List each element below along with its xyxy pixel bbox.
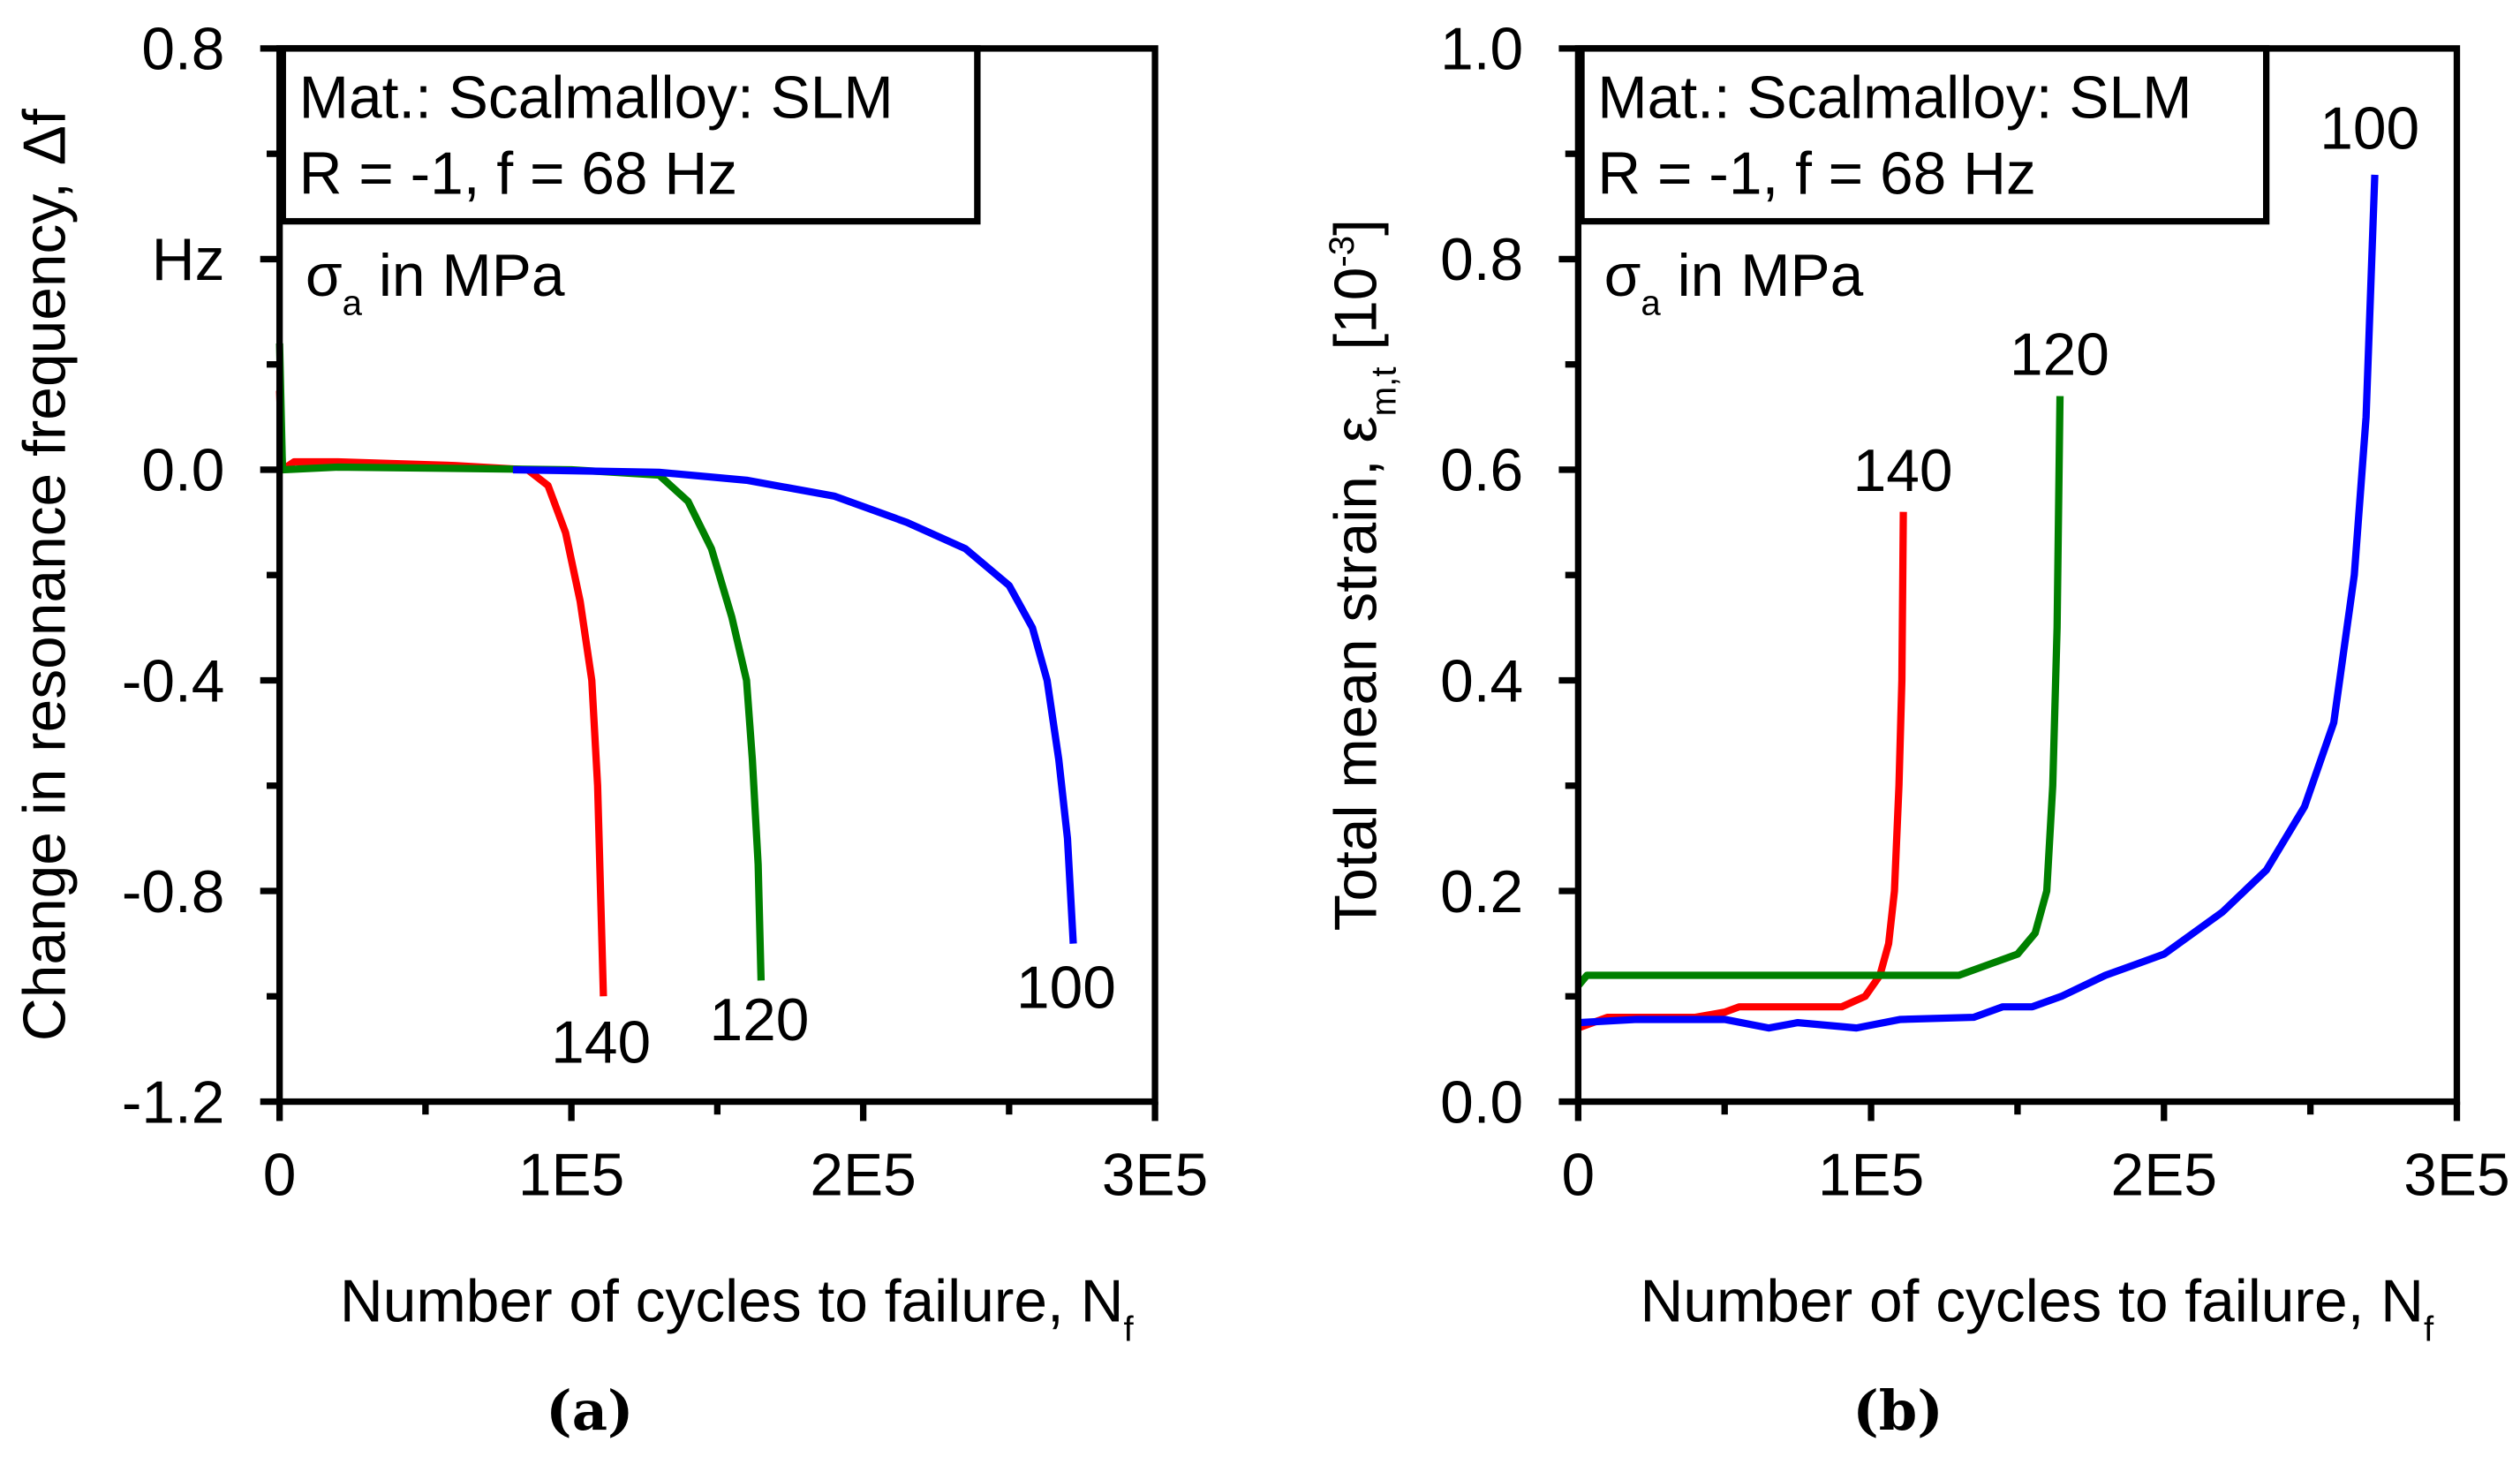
x-tick-label: 1E5 (1818, 1143, 1924, 1209)
y-tick-label: -0.8 (122, 859, 225, 925)
y-axis-label: Total mean strain, εm,t [10-3] (1322, 219, 1404, 931)
sigma-subscript: a (343, 283, 363, 323)
series-label-100: 100 (1016, 955, 1116, 1021)
sigma-subscript: a (1641, 283, 1661, 323)
y-tick-label: 0.6 (1440, 438, 1523, 504)
y-axis-label: Change in resonance frequency, Δf (11, 109, 78, 1041)
info-line: R = -1, f = 68 Hz (299, 141, 737, 208)
x-tick-label: 3E5 (2403, 1143, 2509, 1209)
series-line-140 (275, 390, 607, 997)
y-tick-label: 0.8 (141, 17, 224, 83)
series-label-120: 120 (709, 987, 809, 1053)
info-line: Mat.: Scalmalloy: SLM (299, 65, 894, 132)
y-axis-label-sup: -3 (1322, 236, 1362, 268)
y-tick-label: 0.0 (141, 438, 224, 504)
panel-caption: (b) (1852, 1378, 1943, 1443)
series-label-100: 100 (2320, 95, 2419, 162)
x-axis-label-text: Number of cycles to failure, N (340, 1268, 1124, 1334)
series-line-100 (1578, 174, 2379, 1032)
info-line: R = -1, f = 68 Hz (1597, 141, 2035, 208)
y-axis-label-end: ] (1324, 219, 1390, 236)
info-line: Mat.: Scalmalloy: SLM (1597, 65, 2192, 132)
x-axis-label-text: Number of cycles to failure, N (1640, 1268, 2424, 1334)
y-axis-label-text: Change in resonance frequency, Δf (11, 109, 78, 1041)
y-tick-label: 0.0 (1440, 1069, 1523, 1136)
x-axis-label: Number of cycles to failure, Nf (340, 1268, 1135, 1348)
y-tick-label: Hz (152, 227, 225, 293)
y-axis-label-unit: [10 (1324, 268, 1390, 367)
x-tick-label: 1E5 (518, 1143, 624, 1209)
series-label-140: 140 (1853, 438, 1953, 504)
y-axis-label-sub: m,t (1364, 366, 1404, 416)
sigma-symbol: σ (1604, 243, 1641, 309)
x-tick-label: 2E5 (2111, 1143, 2217, 1209)
x-axis-label-sub: f (2424, 1309, 2434, 1348)
x-axis-label: Number of cycles to failure, Nf (1640, 1268, 2434, 1348)
panel-caption: (a) (546, 1378, 633, 1443)
series-line-120 (275, 343, 766, 981)
panel-b: 140 120 100 0 1E5 2E5 3E5 0.0 0.2 0.4 0.6 0.8 1.0 Mat… (1322, 17, 2510, 1443)
sigma-symbol: σ (306, 243, 343, 309)
sigma-text: in MPa (362, 243, 565, 309)
info-box (279, 45, 981, 225)
y-axis-label-text: Total mean strain, ε (1324, 416, 1390, 931)
sigma-note: σa in MPa (1604, 243, 1864, 323)
info-box (1578, 45, 2270, 225)
y-tick-label: -1.2 (122, 1069, 225, 1136)
series-label-120: 120 (2010, 321, 2109, 388)
panel-a: 140 120 100 0 1E5 2E5 3E5 0.8 Hz 0.0 -0.4 -0.8 -1.2 M… (11, 17, 1208, 1443)
sigma-text: in MPa (1661, 243, 1864, 309)
series-label-140: 140 (551, 1010, 651, 1076)
x-axis-label-sub: f (1124, 1309, 1135, 1348)
x-tick-label: 2E5 (810, 1143, 916, 1209)
x-tick-label: 3E5 (1102, 1143, 1208, 1209)
series-line-100 (512, 465, 1077, 944)
y-tick-label: 0.4 (1440, 648, 1523, 714)
y-tick-label: -0.4 (122, 648, 225, 714)
y-tick-label: 0.8 (1440, 227, 1523, 293)
x-tick-label: 0 (263, 1143, 297, 1209)
y-tick-label: 1.0 (1440, 17, 1523, 83)
series-line-120 (1575, 396, 2064, 989)
y-tick-label: 0.2 (1440, 859, 1523, 925)
sigma-note: σa in MPa (306, 243, 565, 323)
series-line-140 (1576, 511, 1907, 1032)
x-tick-label: 0 (1562, 1143, 1596, 1209)
